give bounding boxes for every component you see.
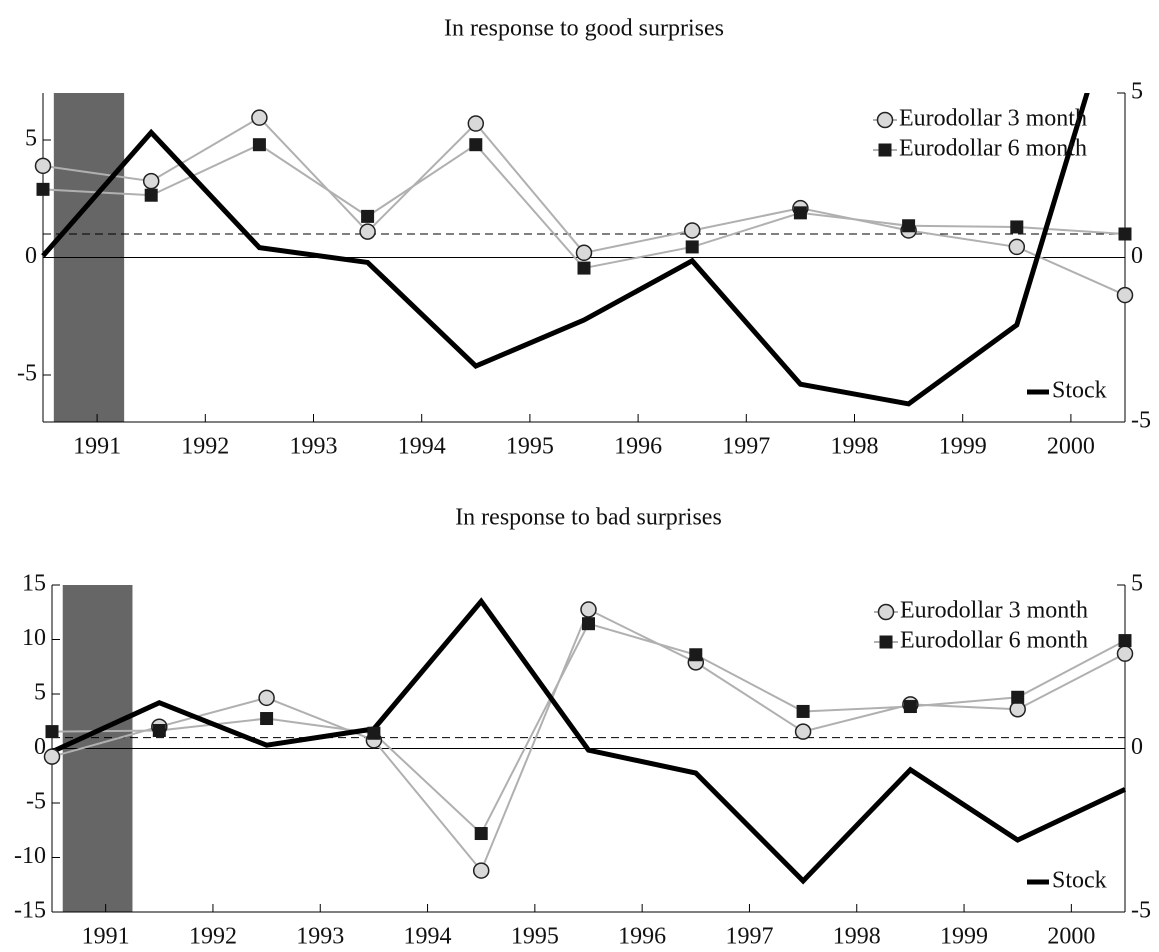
marker-square — [361, 209, 375, 223]
x-tick-label: 1991 — [82, 924, 130, 950]
marker-square — [144, 188, 158, 202]
plot-area — [41, 93, 1126, 407]
x-tick-label: 1998 — [831, 434, 879, 460]
marker-circle — [34, 157, 52, 175]
marker-square — [582, 617, 595, 631]
marker-circle — [1008, 238, 1026, 256]
marker-circle — [258, 689, 275, 707]
marker-square — [260, 712, 274, 726]
chart-title: In response to good surprises — [444, 16, 724, 42]
marker-square — [152, 724, 166, 738]
x-tick-label: 1997 — [722, 434, 770, 460]
y2-tick-label: -5 — [1131, 898, 1151, 924]
marker-circle — [683, 222, 701, 239]
x-tick-label: 2000 — [1047, 434, 1095, 460]
y-tick-label: 10 — [22, 625, 46, 651]
y2-tick-label: 5 — [1131, 571, 1143, 597]
y-tick-label: 0 — [34, 734, 46, 760]
x-tick-label: 1994 — [398, 434, 446, 460]
x-tick-label: 1999 — [940, 924, 988, 950]
x-tick-label: 1993 — [296, 924, 344, 950]
marker-square — [45, 725, 59, 739]
x-tick-label: 1995 — [511, 924, 559, 950]
y-tick-label: -5 — [26, 789, 46, 815]
marker-square — [689, 648, 703, 662]
marker-square — [1010, 220, 1024, 234]
legend-marker — [879, 635, 893, 649]
subplot: In response to good surprises -5 0 5 -5 0 5 199… — [17, 16, 1151, 460]
subplot: In response to bad surprises -15 -10 -5 0 5 10… — [14, 505, 1151, 950]
legend-marker — [876, 111, 894, 129]
marker-square — [796, 704, 810, 718]
legend-label: Eurodollar 3 month — [900, 598, 1088, 624]
marker-circle — [467, 115, 485, 132]
marker-square — [793, 206, 807, 220]
x-tick-label: 1996 — [618, 924, 666, 950]
marker-square — [902, 219, 916, 233]
legend-marker — [878, 143, 892, 157]
marker-square — [903, 700, 917, 714]
x-tick-label: 2000 — [1047, 924, 1095, 950]
marker-square — [577, 261, 591, 275]
y-tick-label: 5 — [25, 126, 37, 152]
legend-label: Stock — [1052, 868, 1107, 894]
x-tick-label: 1992 — [189, 924, 237, 950]
marker-circle — [43, 748, 61, 765]
x-tick-label: 1994 — [404, 924, 452, 950]
y2-tick-label: 5 — [1131, 79, 1143, 105]
legend-label: Eurodollar 3 month — [899, 106, 1087, 132]
marker-square — [685, 240, 699, 254]
y-tick-label: -15 — [14, 898, 46, 924]
stock-line — [50, 597, 1127, 885]
marker-circle — [1009, 701, 1026, 718]
x-tick-label: 1995 — [506, 434, 554, 460]
y2-tick-label: -5 — [1131, 408, 1151, 434]
legend-label: Stock — [1052, 378, 1107, 404]
legend-marker — [877, 603, 895, 621]
marker-square — [469, 138, 483, 152]
y2-tick-label: 0 — [1131, 243, 1143, 269]
marker-circle — [251, 109, 268, 126]
chart-title: In response to bad surprises — [455, 505, 722, 531]
marker-square — [1011, 690, 1025, 704]
x-tick-label: 1996 — [614, 434, 662, 460]
x-tick-label: 1992 — [181, 434, 229, 460]
marker-square — [252, 138, 266, 152]
marker-circle — [359, 223, 376, 240]
x-tick-label: 1999 — [939, 434, 987, 460]
marker-circle — [575, 244, 593, 262]
legend-label: Eurodollar 6 month — [900, 628, 1088, 654]
marker-square — [367, 726, 381, 740]
marker-square — [1118, 634, 1132, 648]
x-tick-label: 1991 — [73, 434, 121, 460]
y-tick-label: 15 — [22, 571, 46, 597]
marker-circle — [142, 172, 160, 190]
legend-label: Eurodollar 6 month — [899, 136, 1087, 162]
marker-circle — [1116, 645, 1134, 662]
marker-square — [36, 182, 50, 196]
y2-tick-label: 0 — [1131, 734, 1143, 760]
y-tick-label: -5 — [17, 361, 37, 387]
marker-circle — [1116, 286, 1134, 304]
marker-square — [474, 827, 488, 841]
marker-circle — [580, 601, 597, 618]
stock-line — [41, 93, 1090, 407]
y-tick-label: 5 — [34, 680, 46, 706]
marker-circle — [472, 862, 490, 879]
x-tick-label: 1993 — [290, 434, 338, 460]
marker-circle — [794, 723, 812, 740]
y-tick-label: -10 — [14, 843, 46, 869]
x-tick-label: 1998 — [833, 924, 881, 950]
marker-square — [1118, 227, 1132, 241]
y-tick-label: 0 — [25, 243, 37, 269]
x-tick-label: 1997 — [725, 924, 773, 950]
